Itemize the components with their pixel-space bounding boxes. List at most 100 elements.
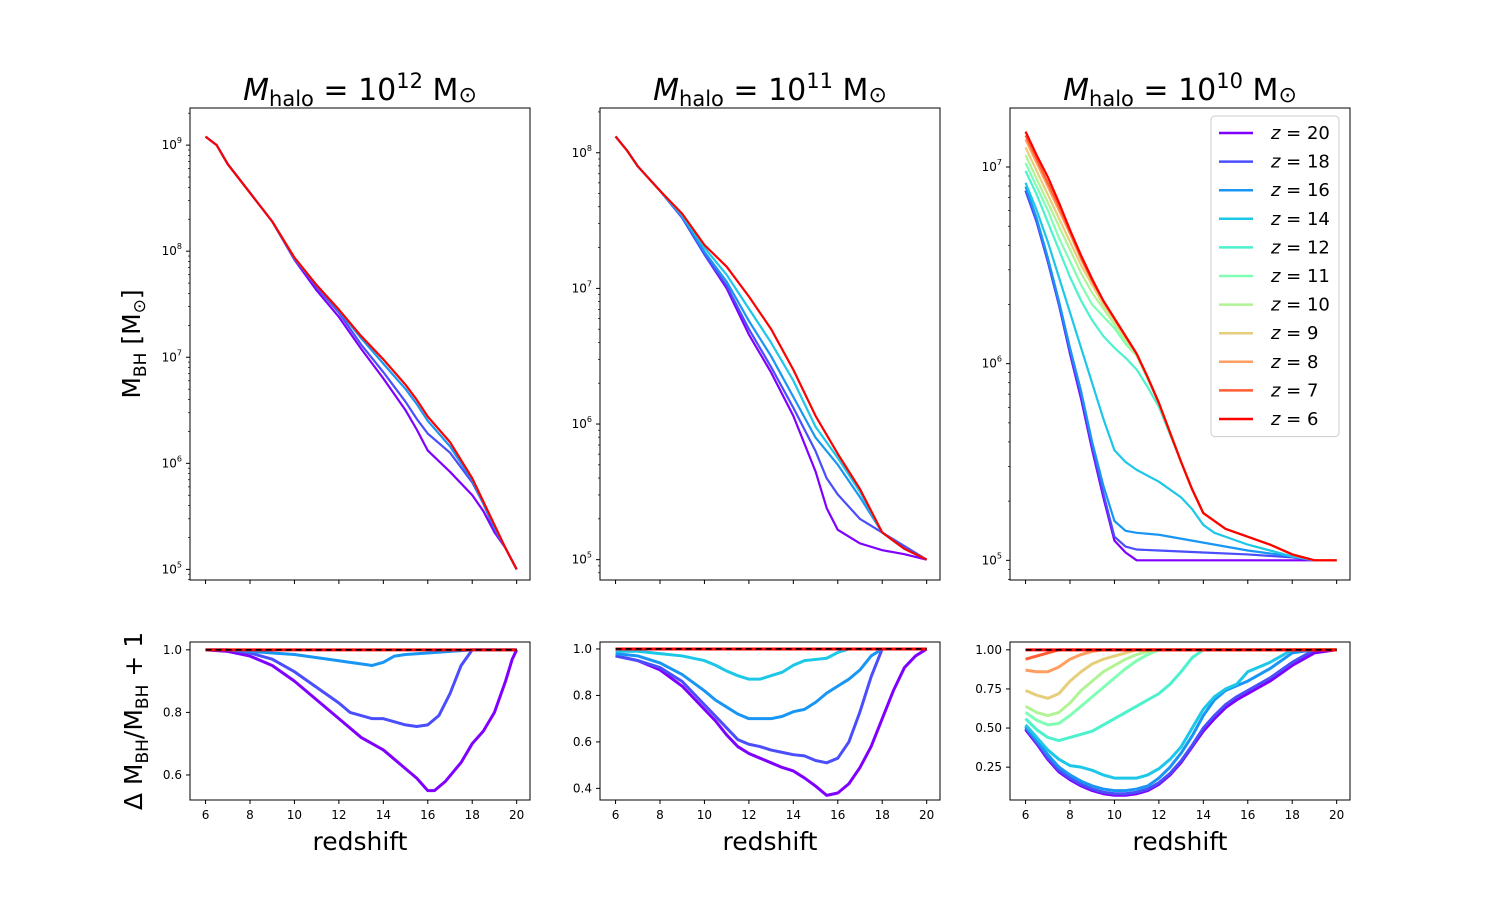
series-line-z16: [614, 135, 928, 561]
x-tick-label: 12: [741, 808, 756, 822]
y-tick-label: 108: [572, 144, 592, 160]
x-tick-label: 14: [1196, 808, 1211, 822]
series-line-z6: [614, 135, 928, 561]
series-line-z18: [614, 135, 928, 561]
bottom-series-group: [205, 648, 519, 793]
top-series-group: [204, 135, 518, 570]
y-tick-label: 0.8: [163, 705, 182, 719]
top-series-group: [614, 135, 928, 561]
x-axis-label: redshift: [313, 827, 408, 856]
y-tick-label: 106: [572, 415, 592, 431]
bottom-y-axis-label: Δ MBH/MBH + 1: [119, 632, 153, 810]
legend-label: z = 11: [1270, 266, 1330, 287]
ratio-line-z16: [205, 648, 517, 667]
y-tick-label: 0.4: [573, 781, 592, 795]
legend-box: [1210, 115, 1340, 438]
ratio-line-z20: [615, 647, 928, 797]
x-tick-label: 18: [465, 808, 480, 822]
ratio-line-z14: [1024, 648, 1337, 780]
ratio-line-z10: [1024, 648, 1337, 718]
x-tick-label: 18: [1285, 808, 1300, 822]
y-tick-label: 105: [572, 551, 592, 567]
top-axes-frame: [1009, 107, 1351, 581]
bottom-axes-frame: [189, 641, 531, 801]
ratio-line-z18: [615, 647, 927, 765]
panel-title: Mhalo = 1010 M⊙: [1063, 69, 1297, 111]
y-tick-label: 106: [162, 454, 182, 470]
series-line-z6: [1024, 131, 1337, 562]
top-axes-frame: [189, 107, 531, 581]
x-axis-label: redshift: [1133, 827, 1228, 856]
x-tick-label: 8: [246, 808, 254, 822]
legend-label: z = 18: [1270, 152, 1330, 173]
x-tick-label: 10: [1107, 808, 1122, 822]
panel-1: Mhalo = 1012 M⊙1051061071081090.60.81.06…: [162, 69, 531, 856]
panels-layer: Mhalo = 1012 M⊙1051061071081090.60.81.06…: [117, 69, 1351, 856]
x-tick-label: 12: [331, 808, 346, 822]
x-tick-label: 20: [509, 808, 524, 822]
series-line-z20: [204, 135, 518, 570]
x-tick-label: 16: [830, 808, 845, 822]
x-tick-label: 20: [1329, 808, 1344, 822]
y-tick-label: 0.75: [975, 682, 1002, 696]
legend-label: z = 16: [1270, 180, 1330, 201]
legend-label: z = 6: [1270, 409, 1318, 430]
x-tick-label: 12: [1151, 808, 1166, 822]
y-tick-label: 107: [572, 279, 592, 295]
x-tick-label: 14: [376, 808, 391, 822]
series-line-z20: [614, 135, 927, 561]
ratio-line-z18: [205, 648, 517, 728]
y-tick-label: 1.00: [975, 643, 1002, 657]
series-line-z16: [204, 135, 518, 570]
legend-label: z = 14: [1270, 209, 1330, 230]
y-tick-label: 0.6: [163, 768, 182, 782]
x-tick-label: 10: [287, 808, 302, 822]
x-tick-label: 16: [1240, 808, 1255, 822]
legend-label: z = 20: [1270, 123, 1330, 144]
x-tick-label: 18: [875, 808, 890, 822]
legend-label: z = 9: [1270, 323, 1318, 344]
bottom-series-group: [615, 647, 928, 797]
series-line-z6: [204, 135, 518, 570]
top-series-group: [1024, 131, 1337, 562]
y-tick-label: 109: [162, 136, 182, 152]
bottom-axes-frame: [599, 641, 941, 801]
ratio-line-z9: [1024, 648, 1337, 700]
y-tick-label: 0.25: [975, 760, 1002, 774]
y-tick-label: 0.50: [975, 721, 1002, 735]
legend-label: z = 12: [1270, 237, 1330, 258]
series-line-z14: [1024, 182, 1337, 562]
legend-label: z = 7: [1270, 380, 1318, 401]
ratio-line-z16: [615, 647, 927, 721]
ratio-line-z20: [205, 648, 519, 793]
legend-label: z = 10: [1270, 295, 1330, 316]
x-tick-label: 20: [919, 808, 934, 822]
x-tick-label: 8: [1066, 808, 1074, 822]
top-axes-frame: [599, 107, 941, 581]
y-tick-label: 1.0: [573, 642, 592, 656]
ratio-line-z16: [1024, 648, 1337, 793]
bottom-axes-frame: [1009, 641, 1351, 801]
panel-3: Mhalo = 1010 M⊙1051061070.250.500.751.00…: [975, 69, 1351, 856]
y-tick-label: 107: [982, 158, 1002, 174]
panel-2: Mhalo = 1011 M⊙1051061071080.40.60.81.06…: [572, 69, 941, 856]
x-tick-label: 14: [786, 808, 801, 822]
x-tick-label: 6: [612, 808, 620, 822]
ratio-line-z11: [1024, 648, 1337, 727]
x-tick-label: 6: [1022, 808, 1030, 822]
y-tick-label: 106: [982, 355, 1002, 371]
series-line-z14: [614, 135, 928, 561]
y-tick-label: 0.8: [573, 688, 592, 702]
y-tick-label: 108: [162, 242, 182, 258]
x-tick-label: 8: [656, 808, 664, 822]
x-axis-label: redshift: [723, 827, 818, 856]
series-line-z18: [204, 135, 518, 570]
y-tick-label: 105: [982, 551, 1002, 567]
x-tick-label: 10: [697, 808, 712, 822]
series-line-z16: [1024, 186, 1337, 562]
x-tick-label: 6: [202, 808, 210, 822]
y-tick-label: 105: [162, 560, 182, 576]
y-tick-label: 0.6: [573, 735, 592, 749]
top-y-axis-label: MBH [M⊙]: [117, 289, 151, 398]
y-tick-label: 1.0: [163, 643, 182, 657]
